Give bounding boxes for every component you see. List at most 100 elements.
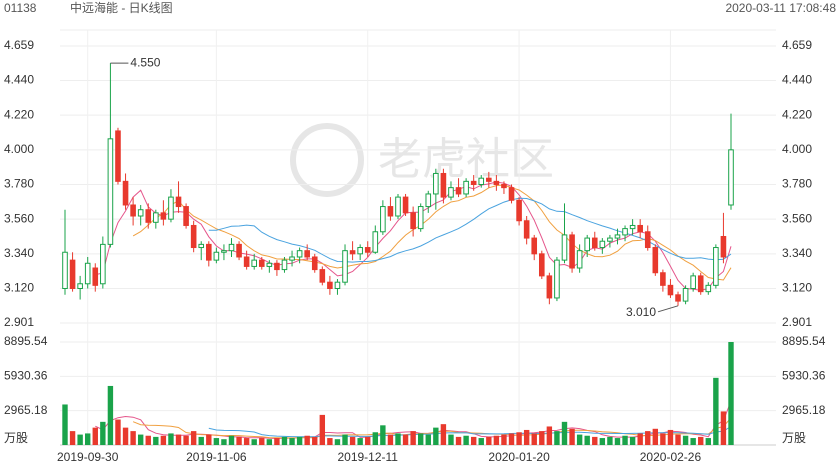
- candle-body: [183, 206, 189, 226]
- volume-bar: [599, 438, 606, 445]
- candle-body: [607, 237, 613, 242]
- volume-bar: [77, 434, 83, 445]
- volume-bar: [425, 434, 431, 445]
- candle-body: [327, 281, 333, 289]
- volume-bar: [357, 438, 363, 445]
- volume-bar: [614, 438, 621, 445]
- volume-bar: [198, 436, 204, 445]
- ma-line: [132, 184, 732, 281]
- candle-body: [599, 240, 606, 249]
- volume-bar: [372, 432, 378, 445]
- y2-unit-right: 万股: [782, 431, 806, 445]
- candle-body: [387, 206, 394, 217]
- volume-bar: [213, 438, 220, 445]
- candle-body: [69, 259, 76, 289]
- volume-bar: [720, 411, 727, 445]
- candle-body: [667, 284, 674, 296]
- volume-bar: [137, 434, 144, 445]
- volume-bar: [160, 435, 167, 445]
- y-tick-label: 4.440: [4, 73, 34, 87]
- volume-bar: [365, 436, 371, 445]
- annotation: 4.550: [130, 55, 160, 69]
- candle-body: [84, 262, 91, 285]
- candle-body: [319, 269, 326, 283]
- y-tick-label-right: 4.000: [782, 142, 812, 156]
- volume-bar: [221, 439, 227, 445]
- volume-bar: [554, 431, 560, 445]
- candle-body: [637, 224, 643, 233]
- candle-body: [584, 237, 591, 252]
- y-tick-label-right: 4.440: [782, 73, 812, 87]
- volume-bar: [645, 431, 651, 445]
- volume-bar: [448, 434, 454, 445]
- volume-bar: [304, 435, 310, 445]
- volume-bar: [675, 434, 681, 445]
- x-tick-label: 2019-11-06: [186, 450, 247, 464]
- candle-body: [311, 256, 318, 271]
- volume-bar: [130, 431, 136, 445]
- volume-bar: [713, 377, 719, 445]
- y2-tick-label-right: 8895.54: [782, 334, 826, 348]
- candle-body: [349, 250, 356, 255]
- volume-bar: [395, 433, 401, 445]
- candle-body: [395, 196, 401, 217]
- candle-body: [372, 231, 379, 253]
- candle-body: [440, 172, 447, 198]
- y-tick-label: 4.220: [4, 107, 34, 121]
- volume-bar: [228, 435, 235, 445]
- candle-body: [410, 212, 416, 230]
- volume-bar: [296, 436, 303, 445]
- y-tick-label-right: 3.560: [782, 211, 812, 225]
- candle-body: [493, 180, 500, 186]
- candle-body: [145, 209, 152, 223]
- candle-body: [675, 294, 681, 302]
- candle-body: [697, 275, 704, 293]
- y2-tick-label: 2965.18: [4, 403, 48, 417]
- y-tick-label-right: 3.340: [782, 246, 812, 260]
- volume-bar: [418, 433, 424, 445]
- candle-body: [501, 184, 507, 189]
- y-tick-label: 4.659: [4, 38, 34, 52]
- candle-body: [486, 177, 492, 182]
- volume-bar: [523, 429, 530, 445]
- candle-body: [576, 250, 583, 269]
- vol-ma-line: [208, 426, 732, 438]
- candle-body: [92, 267, 99, 286]
- volume-bar: [637, 433, 643, 445]
- candle-body: [289, 256, 295, 261]
- volume-bar: [387, 434, 394, 445]
- y-tick-label: 4.000: [4, 142, 34, 156]
- volume-bar: [546, 426, 553, 445]
- volume-bar: [470, 436, 477, 445]
- candle-body: [546, 275, 553, 299]
- volume-bar: [259, 438, 265, 445]
- candle-body: [243, 256, 250, 267]
- annotation-leader: [657, 305, 679, 313]
- volume-bar: [85, 433, 91, 445]
- candle-body: [258, 259, 265, 267]
- volume-bar: [667, 429, 674, 445]
- volume-bar: [584, 435, 590, 445]
- volume-bar: [380, 425, 386, 445]
- candle-body: [160, 212, 167, 220]
- watermark-logo: [290, 123, 364, 197]
- volume-bar: [183, 435, 189, 445]
- volume-bar: [236, 436, 242, 445]
- volume-bar: [266, 439, 273, 445]
- candle-body: [402, 196, 409, 214]
- candle-body: [137, 209, 144, 217]
- volume-bar: [493, 435, 500, 445]
- volume-bar: [334, 439, 341, 445]
- stock-code: 01138: [4, 1, 37, 15]
- candle-body: [198, 243, 205, 249]
- x-tick-label: 2020-02-26: [640, 450, 702, 464]
- candle-body: [554, 259, 560, 299]
- volume-bar: [455, 436, 462, 445]
- volume-bar: [243, 438, 250, 445]
- ma-line: [208, 197, 732, 263]
- candle-body: [690, 275, 696, 289]
- candle-body: [357, 247, 363, 255]
- candle-body: [508, 187, 515, 201]
- candle-body: [629, 224, 636, 230]
- volume-bar: [107, 385, 114, 445]
